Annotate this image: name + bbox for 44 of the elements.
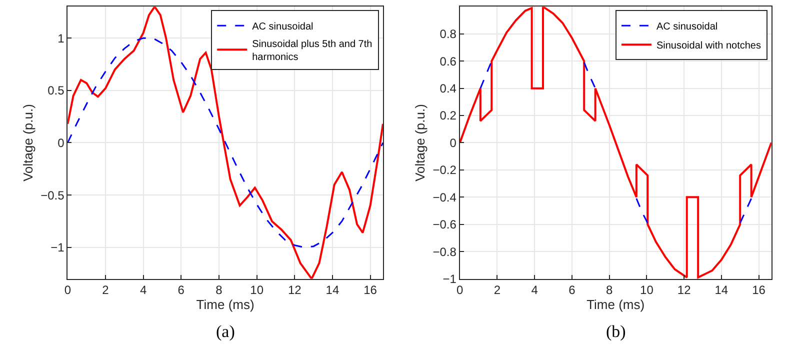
x-tick-label: 4 (531, 283, 538, 298)
x-axis-title: Time (ms) (196, 297, 254, 312)
x-tick-label: 8 (606, 283, 613, 298)
legend-label: AC sinusoidal (252, 21, 314, 32)
line-series (68, 6, 383, 279)
y-tick-label: −1 (442, 272, 457, 286)
x-tick-label: 14 (326, 283, 340, 298)
y-tick-label: 0.4 (440, 82, 457, 96)
legend-label: AC sinusoidal (656, 21, 718, 32)
y-tick-label: 1 (58, 31, 65, 46)
y-tick-label: 0.5 (48, 84, 65, 98)
y-axis-title: Voltage (p.u.) (20, 104, 36, 182)
x-tick-label: 14 (714, 283, 728, 298)
y-tick-label: 0.2 (440, 108, 457, 123)
text: (a) (216, 322, 235, 341)
x-tick-label: 10 (640, 283, 654, 298)
x-tick-label: 12 (677, 283, 692, 298)
y-tick-label: −1 (50, 240, 65, 255)
y-tick-label: 0 (58, 136, 65, 150)
y-tick-label: −0.4 (432, 190, 457, 204)
y-tick-label: 0.8 (440, 27, 457, 42)
x-tick-label: 4 (140, 283, 147, 298)
x-tick-label: 2 (494, 283, 501, 298)
x-tick-label: 6 (568, 283, 576, 298)
legend-label: Sinusoidal with notches (656, 40, 761, 52)
text: (b) (606, 322, 626, 341)
y-tick-label: −0.2 (432, 163, 457, 178)
y-tick-label: 0.6 (440, 54, 457, 68)
y-tick-label: 0 (450, 136, 457, 150)
x-tick-label: 16 (752, 283, 766, 298)
line-series (460, 6, 772, 278)
x-tick-label: 8 (216, 283, 223, 298)
y-axis-title: Voltage (p.u.) (412, 104, 428, 182)
y-tick-label: −0.6 (432, 218, 457, 232)
legend-label: Sinusoidal plus 5th and 7th harmonics (252, 38, 372, 63)
y-tick-label: −0.8 (432, 244, 457, 259)
x-tick-label: 16 (364, 283, 378, 298)
line-series (68, 37, 383, 248)
x-tick-label: 10 (250, 283, 264, 298)
x-tick-label: 2 (102, 283, 110, 298)
y-tick-label: −0.5 (40, 188, 65, 202)
x-axis-title: Time (ms) (586, 297, 645, 312)
x-tick-label: 6 (178, 283, 185, 298)
x-tick-label: 12 (288, 283, 302, 298)
